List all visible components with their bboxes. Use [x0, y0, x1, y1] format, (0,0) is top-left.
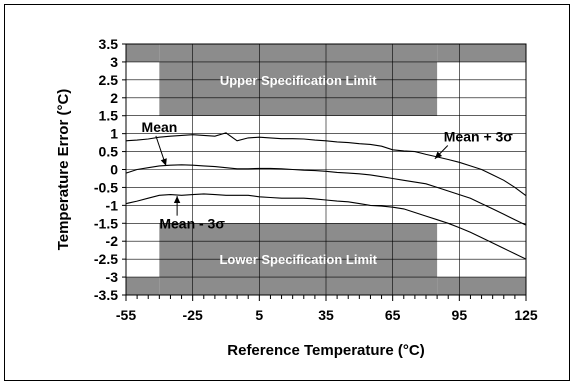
series-line-2 — [125, 193, 527, 260]
x-tick-label: 35 — [318, 307, 334, 323]
x-tick-label: 5 — [255, 307, 263, 323]
annotations: Mean Mean + 3σ Mean - 3σ — [142, 119, 514, 232]
y-tick-label: -3.5 — [94, 287, 118, 303]
y-axis-title: Temperature Error (°C) — [55, 89, 72, 251]
x-tick-label: 65 — [385, 307, 401, 323]
annotation-arrow-head-2 — [173, 196, 181, 204]
upper-spec-band-0 — [126, 44, 160, 62]
y-tick-label: -2 — [106, 233, 119, 249]
annotation-label-0: Mean — [142, 119, 178, 135]
y-tick-label: -3 — [106, 269, 119, 285]
x-axis-title: Reference Temperature (°C) — [227, 342, 424, 359]
y-tick-label: 1 — [110, 126, 118, 142]
y-tick-label: -2.5 — [94, 251, 118, 267]
grid-lines — [126, 44, 526, 295]
upper-spec-limit-label: Upper Specification Limit — [220, 73, 377, 88]
y-tick-label: 1.5 — [99, 108, 119, 124]
upper-spec-band-2 — [437, 44, 526, 62]
annotation-label-1: Mean + 3σ — [444, 129, 514, 145]
annotation-arrow-head-0 — [160, 158, 167, 166]
y-tick-label: 3 — [110, 54, 118, 70]
y-axis-ticks: 3.5 3 2.5 2 1.5 1 0.5 0-0.5 -1 -1.5 -2 -2.5 -3 -3.5 — [94, 36, 126, 303]
series-line-1 — [125, 164, 527, 226]
x-tick-label: -25 — [183, 307, 203, 323]
series-line-0 — [125, 132, 527, 197]
y-tick-label: 3.5 — [99, 36, 119, 52]
y-tick-label: 2.5 — [99, 72, 119, 88]
lower-spec-limit-label: Lower Specification Limit — [219, 252, 377, 267]
annotation-label-2: Mean - 3σ — [159, 216, 225, 232]
x-tick-label: 95 — [452, 307, 468, 323]
y-tick-label: -1 — [106, 197, 119, 213]
y-tick-label: -1.5 — [94, 215, 118, 231]
x-axis-ticks: -55 -25 5 35 65 95 125 — [116, 295, 538, 323]
y-tick-label: 0 — [110, 162, 118, 178]
series-lines — [125, 132, 527, 260]
x-tick-label: 125 — [514, 307, 538, 323]
lower-spec-band-2 — [437, 277, 526, 295]
lower-spec-band-0 — [126, 277, 160, 295]
y-tick-label: 2 — [110, 90, 118, 106]
y-tick-label: 0.5 — [99, 144, 119, 160]
annotation-arrow-head-1 — [434, 151, 443, 159]
y-tick-label: -0.5 — [94, 179, 118, 195]
x-tick-label: -55 — [116, 307, 136, 323]
